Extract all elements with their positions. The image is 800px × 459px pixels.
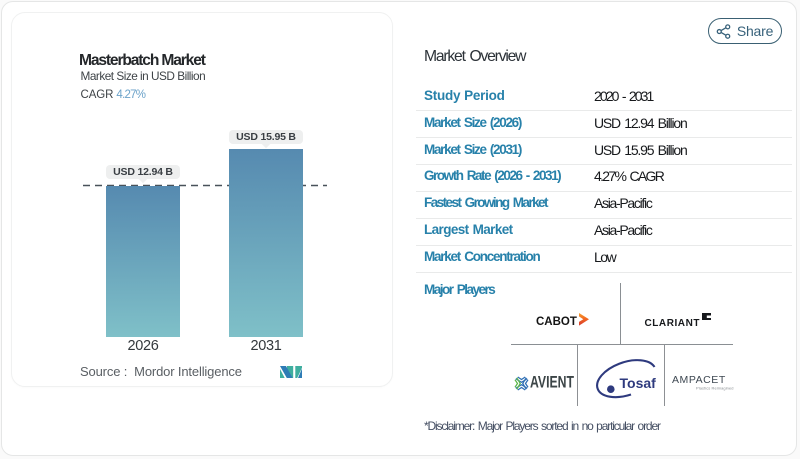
svg-text:Tosaf: Tosaf — [620, 375, 657, 391]
svg-text:AVIENT: AVIENT — [530, 374, 574, 390]
